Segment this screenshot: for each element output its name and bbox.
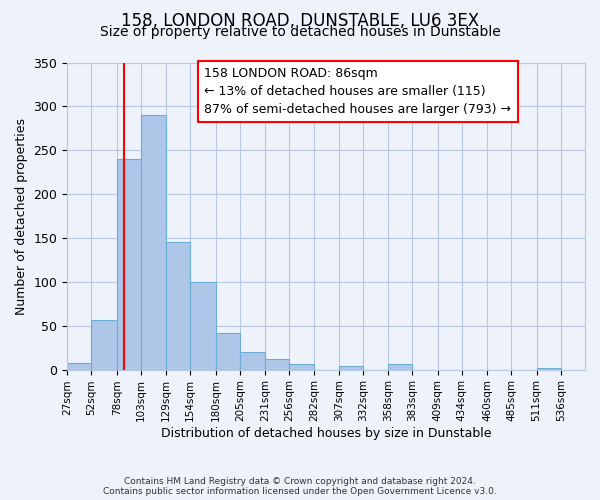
Bar xyxy=(141,115,166,370)
Text: 158 LONDON ROAD: 86sqm
← 13% of detached houses are smaller (115)
87% of semi-de: 158 LONDON ROAD: 86sqm ← 13% of detached… xyxy=(205,67,511,116)
Bar xyxy=(388,364,412,370)
Bar xyxy=(265,359,289,370)
Bar xyxy=(91,320,116,370)
Bar xyxy=(338,366,363,370)
Bar xyxy=(166,242,190,370)
Text: 158, LONDON ROAD, DUNSTABLE, LU6 3EX: 158, LONDON ROAD, DUNSTABLE, LU6 3EX xyxy=(121,12,479,30)
Text: Contains HM Land Registry data © Crown copyright and database right 2024.
Contai: Contains HM Land Registry data © Crown c… xyxy=(103,476,497,496)
Bar xyxy=(190,282,215,370)
Bar xyxy=(536,368,561,370)
Bar xyxy=(67,362,91,370)
Bar xyxy=(289,364,314,370)
Bar xyxy=(116,159,141,370)
Y-axis label: Number of detached properties: Number of detached properties xyxy=(15,118,28,314)
X-axis label: Distribution of detached houses by size in Dunstable: Distribution of detached houses by size … xyxy=(161,427,491,440)
Text: Size of property relative to detached houses in Dunstable: Size of property relative to detached ho… xyxy=(100,25,500,39)
Bar xyxy=(240,352,265,370)
Bar xyxy=(215,332,240,370)
